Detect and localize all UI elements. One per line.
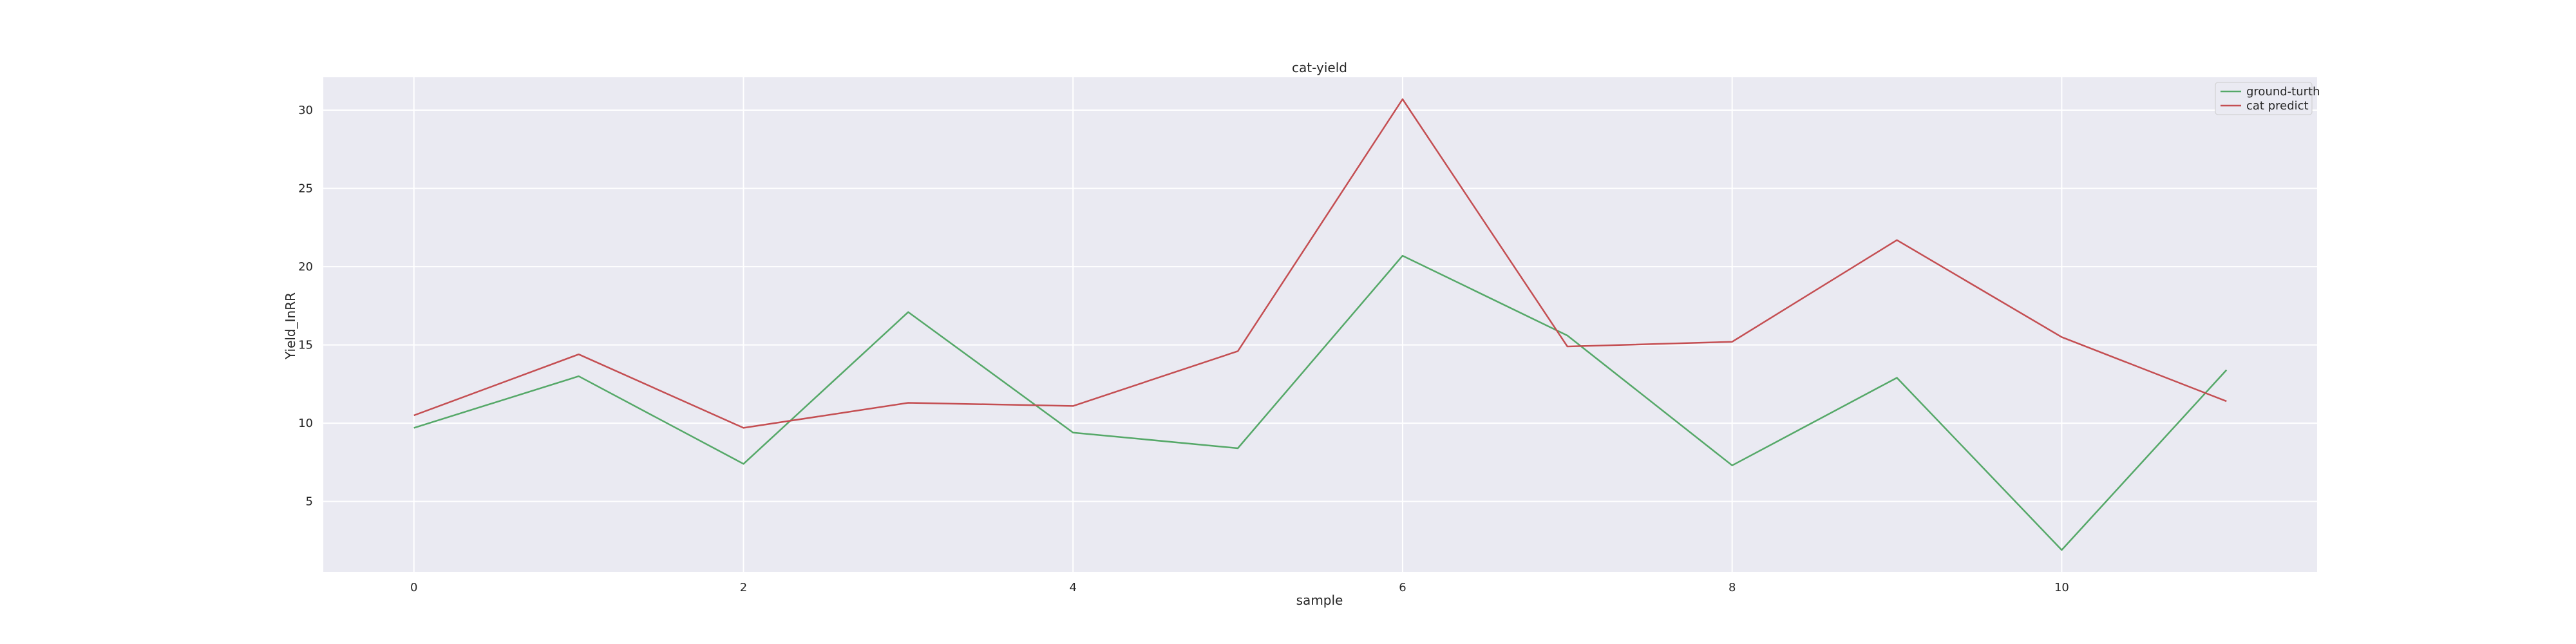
x-tick-label: 10	[2054, 581, 2069, 594]
x-axis-ticks: 0 2 4 6 8 10	[410, 581, 2069, 594]
chart-title: cat-yield	[1292, 60, 1347, 75]
legend-label: ground-turth	[2246, 85, 2320, 99]
y-axis-ticks: 5 10 15 20 25 30	[298, 104, 313, 509]
y-tick-label: 20	[298, 260, 313, 274]
y-tick-label: 15	[298, 339, 313, 352]
legend-box	[2215, 82, 2313, 115]
x-tick-label: 8	[1728, 581, 1736, 594]
y-tick-label: 30	[298, 104, 313, 117]
series-lines	[413, 98, 2228, 551]
plot-area	[323, 77, 2317, 572]
x-tick-label: 6	[1399, 581, 1406, 594]
x-tick-label: 4	[1069, 581, 1076, 594]
legend-label: cat predict	[2246, 99, 2309, 113]
series-line-ground-truth	[413, 254, 2228, 551]
grid-lines	[323, 77, 2317, 572]
y-tick-label: 10	[298, 417, 313, 430]
y-axis-label: Yield_InRR	[283, 292, 298, 360]
y-tick-label: 5	[306, 495, 313, 509]
x-tick-label: 2	[740, 581, 747, 594]
x-tick-label: 0	[410, 581, 417, 594]
y-tick-label: 25	[298, 182, 313, 196]
x-axis-label: sample	[1296, 592, 1343, 608]
series-line-cat-predict	[413, 98, 2227, 429]
